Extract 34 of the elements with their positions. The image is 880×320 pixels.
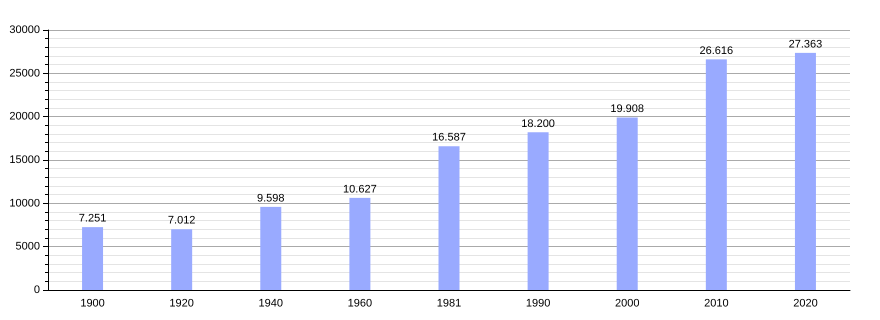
x-tick-label: 1900 <box>80 298 105 310</box>
x-tick-label: 1940 <box>258 298 284 310</box>
data-label: 7.012 <box>168 214 196 227</box>
data-label: 7.251 <box>78 212 106 225</box>
x-tick-label: 1960 <box>348 298 372 310</box>
data-label: 10.627 <box>343 183 377 196</box>
bar <box>794 52 816 290</box>
bar <box>438 146 460 290</box>
bar <box>349 198 370 290</box>
x-tick-label: 1981 <box>436 298 462 310</box>
bar <box>82 227 104 290</box>
bar <box>706 59 727 290</box>
data-label: 16.587 <box>432 132 466 144</box>
y-tick-label: 15000 <box>9 154 40 166</box>
data-label: 9.598 <box>257 192 285 204</box>
y-tick-label: 0 <box>34 284 40 296</box>
y-tick-label: 30000 <box>9 24 40 36</box>
x-tick-label: 1920 <box>169 298 194 310</box>
data-label: 18.200 <box>521 118 555 130</box>
bar <box>528 132 549 290</box>
x-tick-label: 2000 <box>614 298 640 310</box>
data-label: 27.363 <box>788 38 822 50</box>
x-tick-label: 1990 <box>526 298 550 310</box>
x-tick-label: 2010 <box>704 298 729 310</box>
y-tick-label: 20000 <box>9 110 40 123</box>
y-tick-label: 10000 <box>9 197 40 210</box>
bar <box>616 117 638 290</box>
data-label: 26.616 <box>700 44 734 57</box>
bar <box>260 206 282 290</box>
data-label: 19.908 <box>610 102 644 115</box>
y-tick-label: 5000 <box>16 240 40 253</box>
y-tick-label: 25000 <box>9 67 40 80</box>
bar <box>171 229 192 290</box>
x-tick-label: 2020 <box>793 298 818 310</box>
